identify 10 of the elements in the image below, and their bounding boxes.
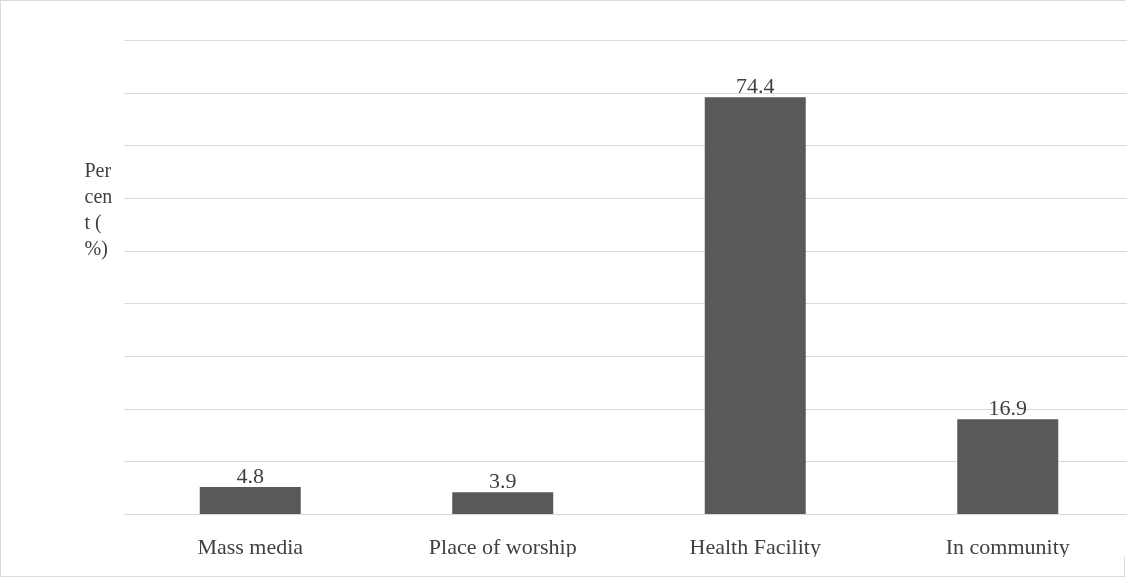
bar (704, 97, 806, 514)
data-label: 16.9 (988, 395, 1027, 421)
data-label: 4.8 (236, 463, 264, 489)
data-label: 3.9 (489, 468, 517, 494)
bar (452, 492, 554, 514)
y-axis-title: Percent (%) (84, 158, 113, 260)
bar (199, 487, 301, 514)
data-label: 74.4 (736, 73, 775, 99)
bar (957, 419, 1059, 514)
x-tick-label: Mass media (197, 533, 304, 559)
